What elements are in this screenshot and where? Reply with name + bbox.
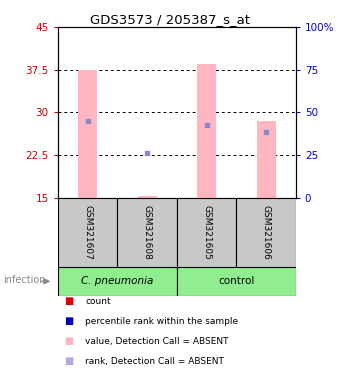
Bar: [177, 198, 236, 267]
Text: GSM321608: GSM321608: [142, 205, 152, 260]
Bar: [78, 70, 97, 198]
Bar: [117, 198, 177, 267]
Text: count: count: [85, 297, 110, 306]
Bar: [58, 267, 177, 296]
Text: GDS3573 / 205387_s_at: GDS3573 / 205387_s_at: [90, 13, 250, 26]
Text: ■: ■: [65, 356, 74, 366]
Bar: [177, 267, 296, 296]
Bar: [58, 198, 117, 267]
Text: ■: ■: [65, 316, 74, 326]
Text: ■: ■: [65, 296, 74, 306]
Bar: [137, 196, 156, 198]
Text: infection: infection: [3, 275, 46, 285]
Text: GSM321607: GSM321607: [83, 205, 92, 260]
Text: percentile rank within the sample: percentile rank within the sample: [85, 317, 238, 326]
Bar: [236, 198, 296, 267]
Bar: [197, 64, 216, 198]
Bar: [256, 121, 275, 198]
Text: rank, Detection Call = ABSENT: rank, Detection Call = ABSENT: [85, 357, 224, 366]
Text: value, Detection Call = ABSENT: value, Detection Call = ABSENT: [85, 337, 228, 346]
Text: control: control: [218, 276, 254, 286]
Text: GSM321606: GSM321606: [261, 205, 271, 260]
Text: ■: ■: [65, 336, 74, 346]
Text: GSM321605: GSM321605: [202, 205, 211, 260]
Text: C. pneumonia: C. pneumonia: [81, 276, 153, 286]
